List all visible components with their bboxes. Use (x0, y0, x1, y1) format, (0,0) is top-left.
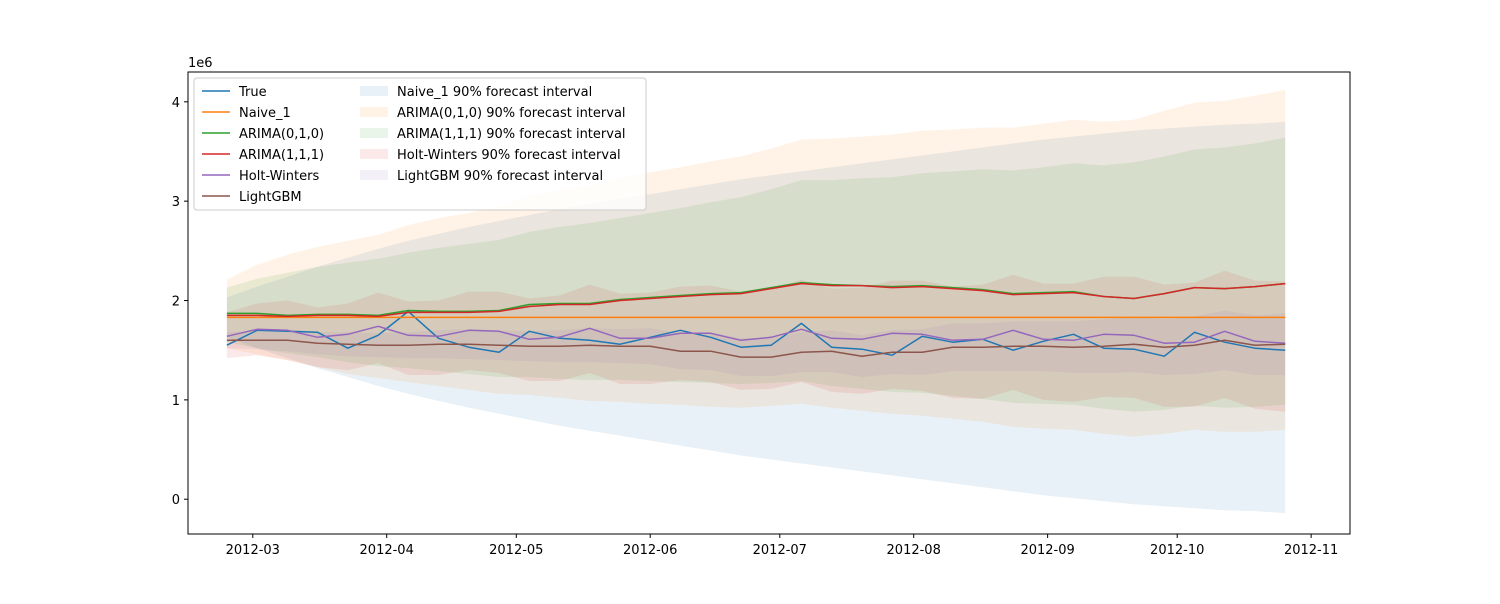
x-tick-label: 2012-06 (623, 543, 677, 558)
y-tick-label: 1 (172, 394, 180, 409)
legend-swatch-arima-0-1-0-90-forecast-interval (360, 107, 388, 117)
x-tick-label: 2012-04 (360, 543, 414, 558)
line-lightgbm (226, 339, 1286, 358)
legend-label-arima-0-1-0: ARIMA(0,1,0) (239, 127, 324, 142)
legend-label-naive-1: Naive_1 (239, 106, 291, 121)
legend-label-arima-0-1-0-90-forecast-interval: ARIMA(0,1,0) 90% forecast interval (397, 106, 626, 121)
band-arima-1-1-1-90-forecast-interval (226, 137, 1286, 412)
legend-label-true: True (238, 85, 267, 100)
line-holt-winters (226, 325, 1286, 344)
legend-label-lightgbm-90-forecast-interval: LightGBM 90% forecast interval (397, 169, 603, 184)
band-holt-winters-90-forecast-interval (226, 270, 1286, 412)
plot-frame (187, 71, 1351, 535)
legend-label-holt-winters: Holt-Winters (239, 169, 319, 184)
band-lightgbm-90-forecast-interval (226, 310, 1286, 377)
legend-swatch-naive-1-90-forecast-interval (360, 86, 388, 96)
x-tick-label: 2012-08 (887, 543, 941, 558)
y-offset-label: 1e6 (188, 56, 213, 71)
series-lines (226, 281, 1286, 358)
x-axis: 2012-03 2012-04 2012-05 2012-06 2012-07 2012-… (226, 534, 1338, 558)
x-tick-label: 2012-07 (753, 543, 807, 558)
legend-label-arima-1-1-1: ARIMA(1,1,1) (239, 148, 324, 163)
y-tick-label: 0 (172, 493, 180, 508)
legend-swatch-arima-1-1-1-90-forecast-interval (360, 128, 388, 138)
legend-label-holt-winters-90-forecast-interval: Holt-Winters 90% forecast interval (397, 148, 621, 163)
x-tick-label: 2012-09 (1020, 543, 1074, 558)
x-tick-label: 2012-05 (489, 543, 543, 558)
y-tick-label: 4 (172, 96, 180, 111)
legend-swatch-holt-winters-90-forecast-interval (360, 149, 388, 159)
legend-box (193, 77, 647, 211)
legend-label-arima-1-1-1-90-forecast-interval: ARIMA(1,1,1) 90% forecast interval (397, 127, 626, 142)
y-tick-label: 2 (172, 295, 180, 310)
line-arima-1-1-1 (226, 282, 1286, 318)
y-tick-label: 3 (172, 195, 180, 210)
line-true (226, 310, 1286, 357)
band-arima-0-1-0-90-forecast-interval (226, 89, 1286, 437)
x-tick-label: 2012-11 (1284, 543, 1338, 558)
legend-swatch-lightgbm-90-forecast-interval (360, 170, 388, 180)
legend: True Naive_1 ARIMA(0,1,0) ARIMA(1,1,1) Holt-… (193, 77, 647, 211)
legend-label-naive-1-90-forecast-interval: Naive_1 90% forecast interval (397, 85, 592, 100)
legend-label-lightgbm: LightGBM (239, 190, 302, 205)
y-axis: 0 1 2 3 4 (172, 96, 188, 508)
x-tick-label: 2012-10 (1150, 543, 1204, 558)
x-tick-label: 2012-03 (226, 543, 280, 558)
